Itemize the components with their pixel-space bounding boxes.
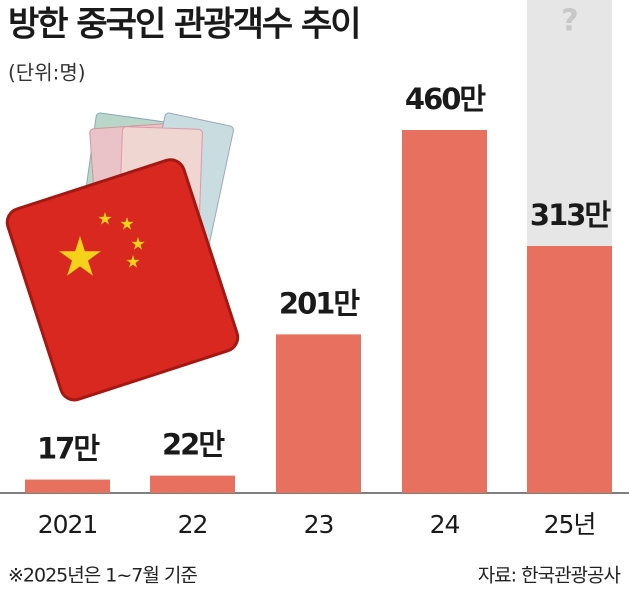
x-tick-label: 2021: [38, 510, 98, 539]
x-tick-label: 23: [304, 510, 334, 539]
chart-subtitle: (단위:명): [8, 61, 86, 85]
note: ※2025년은 1~7월 기준: [8, 565, 197, 587]
bar: [527, 246, 612, 493]
value-label: 17만: [37, 432, 100, 466]
value-label: 313만: [530, 198, 612, 232]
source: 자료: 한국관광공사: [478, 565, 621, 587]
value-label: 22만: [162, 428, 225, 462]
bar: [150, 475, 235, 493]
illustration: [5, 112, 240, 402]
bar: [276, 334, 361, 493]
annotation: ?: [561, 4, 578, 39]
x-tick-label: 25년: [544, 510, 596, 539]
x-tick-label: 24: [430, 510, 460, 539]
value-label: 460만: [405, 82, 487, 116]
bar: [25, 479, 110, 493]
chart-title: 방한 중국인 관광객수 추이: [8, 5, 360, 45]
bar: [402, 130, 487, 493]
value-label: 201만: [279, 286, 361, 320]
x-tick-label: 22: [178, 510, 208, 539]
